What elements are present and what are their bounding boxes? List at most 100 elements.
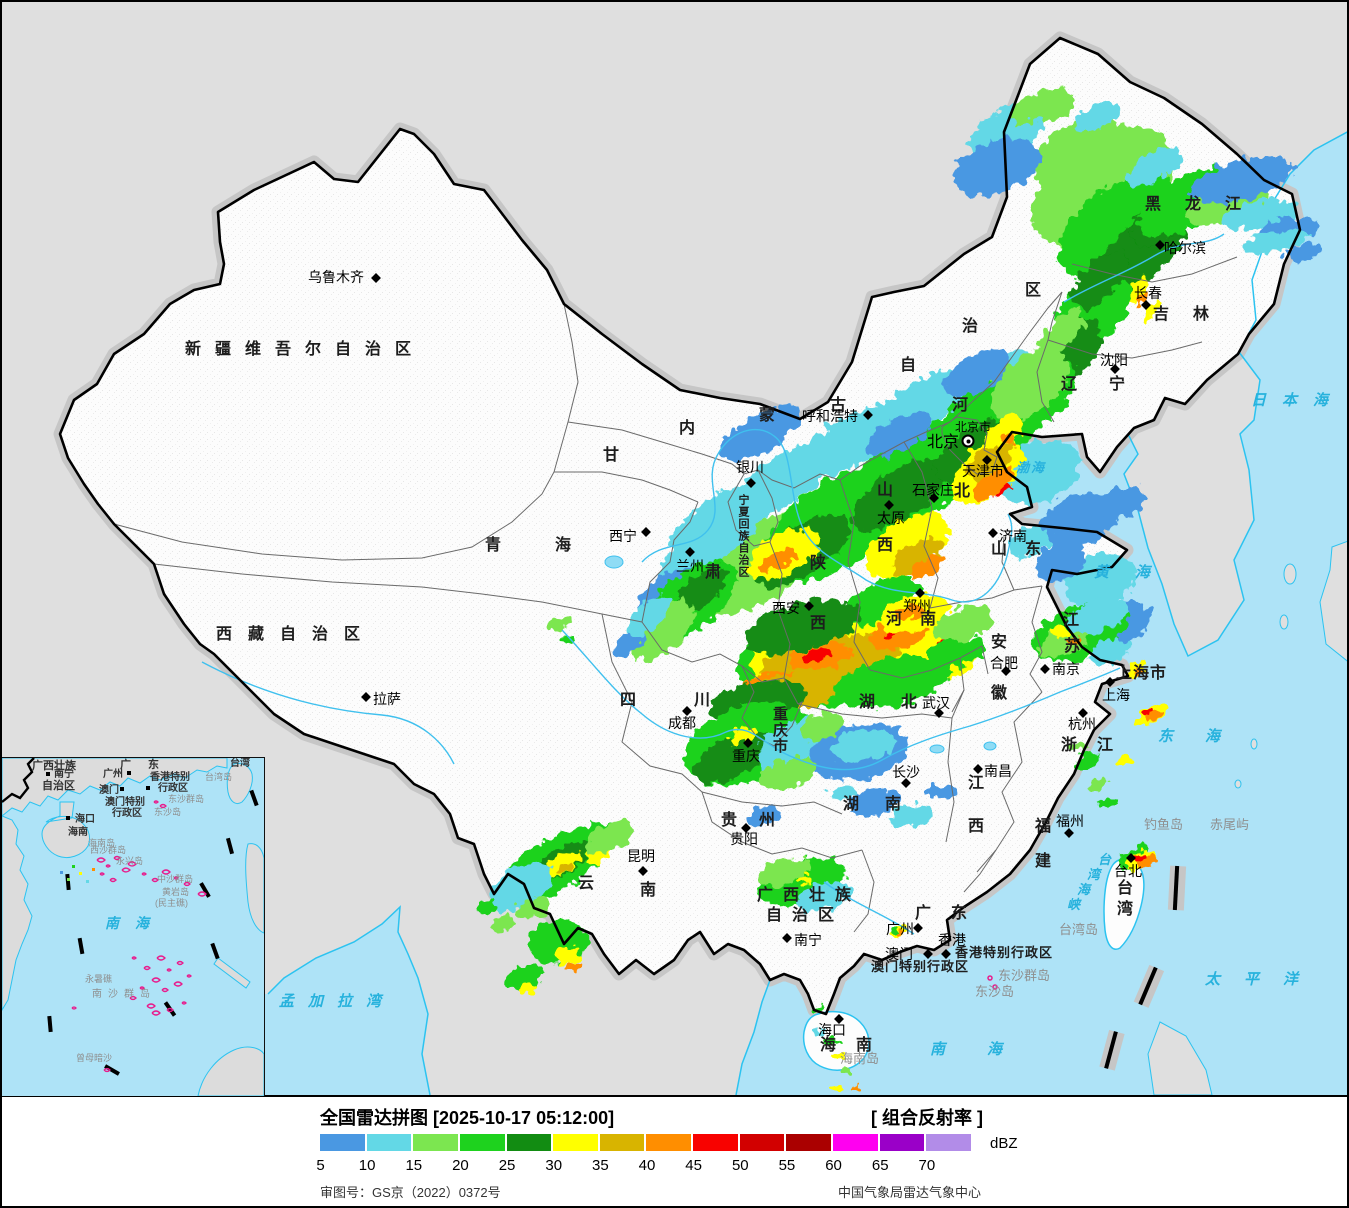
inset-borneo — [197, 1046, 264, 1096]
city-label: 天津市 — [962, 463, 1004, 479]
radar-echo-layer — [475, 88, 1322, 1091]
city-label: 西宁 — [609, 528, 637, 544]
inset-label: 台湾岛 — [205, 772, 233, 782]
city-label: 合肥 — [990, 655, 1018, 671]
inset-island-mark — [146, 1003, 156, 1009]
inset-label: 黄岩岛 — [162, 887, 190, 897]
colorbar-segment — [506, 1134, 552, 1151]
inset-palawan — [213, 957, 251, 989]
province-label: 宁夏回族自治区 — [737, 494, 749, 578]
inset-radar-speck — [92, 868, 95, 871]
city-label: 香港 — [938, 932, 966, 948]
city-marker-diamond — [988, 528, 998, 538]
province-boundaries — [113, 256, 1238, 933]
city-marker-diamond — [1105, 677, 1115, 687]
inset-island-mark — [186, 974, 192, 978]
luzon-island — [1147, 1021, 1213, 1095]
colorbar-segment — [693, 1134, 738, 1151]
inset-label: 西沙群岛 — [90, 845, 127, 855]
province-label: 台 — [1117, 880, 1134, 897]
inset-dash-segment — [77, 937, 85, 955]
inset-island-mark — [151, 877, 159, 883]
province-label: 福 — [1035, 818, 1052, 835]
colorbar-segment — [739, 1134, 785, 1151]
city-marker-diamond — [361, 692, 371, 702]
radar-echo — [1127, 147, 1181, 187]
inset-dash-segment — [210, 942, 220, 960]
radar-echo — [833, 655, 951, 709]
inset-label: 海南 — [68, 827, 88, 838]
radar-echo — [490, 916, 514, 932]
radar-echo — [815, 1029, 825, 1035]
province-label: 肃 — [705, 564, 722, 581]
city-label: 重庆 — [732, 748, 760, 764]
city-label: 北京 — [927, 434, 960, 451]
inset-city-dot — [46, 772, 50, 776]
island-label: 台湾岛 — [1059, 922, 1099, 937]
inset-island-mark — [181, 1001, 187, 1005]
colorbar-tick: 70 — [918, 1157, 936, 1174]
city-label: 上海 — [1102, 687, 1130, 703]
inset-label: 澳门特别 — [105, 797, 145, 808]
colorbar-segment — [459, 1134, 505, 1151]
radar-echo — [801, 876, 815, 884]
radar-echo — [759, 547, 797, 573]
province-label: 西 — [810, 615, 827, 632]
inset-island-mark — [71, 1006, 77, 1010]
map-labels-layer: 新疆维吾尔自治区 西藏自治区 青海甘肃内蒙古自治区宁夏回族自治区陕西山西河北山东 河南… — [2, 2, 1347, 1095]
radar-echo — [797, 881, 851, 911]
island-dot — [1250, 738, 1258, 750]
inset-mainland — [2, 758, 228, 817]
radar-echo — [1144, 709, 1164, 723]
radar-echo — [1141, 302, 1159, 322]
city-label: 哈尔滨 — [1164, 240, 1206, 256]
sea-label: 南海 — [930, 1041, 1045, 1058]
radar-echo — [1098, 484, 1146, 520]
colorbar-segment — [320, 1134, 365, 1151]
inset-island-mark — [166, 1007, 174, 1013]
dash-segment — [1167, 865, 1187, 911]
province-label: 江 — [968, 775, 985, 792]
colorbar-ticks: 5 10 15 20 25 30 35 40 45 50 55 60 65 70 — [2, 1157, 1347, 1175]
city-label: 海口 — [818, 1022, 846, 1038]
province-label: 自 — [900, 357, 917, 374]
city-marker-diamond — [743, 738, 753, 748]
radar-echo — [896, 930, 906, 936]
inset-label: 永兴岛 — [116, 856, 144, 866]
inset-island-mark — [141, 872, 147, 876]
inset-label: 广 — [120, 759, 131, 771]
city-marker-diamond — [746, 478, 756, 488]
province-label: 广东 — [915, 905, 988, 922]
city-label: 济南 — [999, 528, 1027, 544]
colorbar-tick: 60 — [825, 1157, 842, 1174]
province-label: 川 — [694, 692, 711, 709]
inset-label: 海口 — [75, 814, 95, 825]
radar-echo — [892, 538, 942, 578]
colorbar-segment — [553, 1134, 598, 1151]
radar-echo — [991, 347, 1069, 421]
inset-island-mark — [173, 876, 179, 880]
city-label: 拉萨 — [373, 691, 401, 707]
sea-label: 台 — [1098, 852, 1112, 867]
city-label: 成都 — [668, 715, 696, 731]
inset-label: 东沙岛 — [154, 807, 182, 817]
city-label: 台北 — [1114, 863, 1142, 879]
inset-radar-speck — [86, 880, 89, 883]
province-label: 辽宁 — [1061, 376, 1158, 393]
inset-map: 广西壮族 自治区 南宁广东广州 香港特别 行政区 澳门 澳门特别 行政区 台湾 台湾岛 东沙群岛 东沙… — [2, 757, 265, 1096]
colorbar-tick: 40 — [638, 1157, 656, 1174]
china-radar-map: 新疆维吾尔自治区 西藏自治区 青海甘肃内蒙古自治区宁夏回族自治区陕西山西河北山东 河南… — [2, 2, 1347, 1097]
radar-echo — [926, 784, 958, 800]
island-label: 赤尾屿 — [1210, 817, 1250, 832]
radar-echo — [867, 411, 933, 457]
radar-echo — [1073, 101, 1121, 133]
province-label: 蒙 — [759, 407, 776, 424]
city-label: 乌鲁木齐 — [308, 269, 364, 285]
radar-echo — [1033, 97, 1075, 123]
province-label: 西藏自治区 — [216, 626, 377, 643]
radar-echo — [1099, 796, 1117, 808]
radar-echo — [832, 729, 896, 763]
inset-island-mark — [166, 968, 172, 972]
province-label: 北 — [954, 483, 971, 500]
province-label: 四 — [620, 692, 637, 709]
